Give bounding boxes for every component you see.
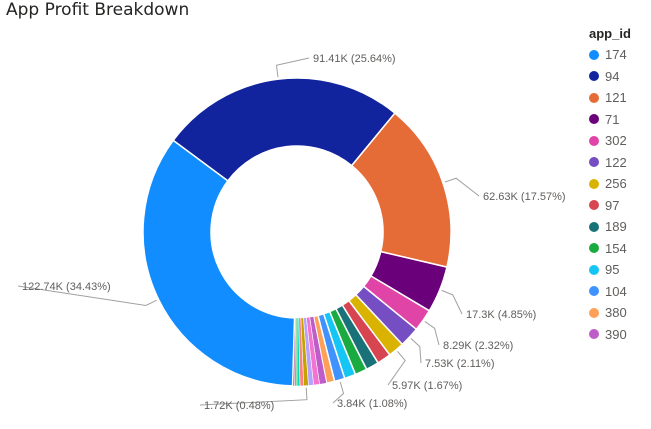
leader-line-15 bbox=[199, 387, 308, 406]
legend-label: 97 bbox=[605, 197, 620, 213]
data-label-71: 17.3K (4.85%) bbox=[466, 309, 536, 321]
data-label-302: 8.29K (2.32%) bbox=[443, 340, 513, 352]
legend-label: 95 bbox=[605, 262, 620, 278]
legend-swatch bbox=[589, 307, 599, 318]
legend-swatch bbox=[589, 49, 599, 60]
donut-chart[interactable]: 91.41K (25.64%) 62.63K (17.57%) 17.3K (4.8… bbox=[0, 0, 580, 429]
legend: app_id 174 94 121 71 302 122 256 97 189 154 95 104 3… bbox=[583, 24, 651, 345]
leader-line-256 bbox=[387, 351, 406, 386]
legend-swatch bbox=[589, 92, 599, 103]
legend-label: 154 bbox=[605, 240, 627, 256]
legend-item-189[interactable]: 189 bbox=[583, 216, 651, 238]
legend-swatch bbox=[589, 157, 599, 168]
data-label-121: 62.63K (17.57%) bbox=[483, 191, 566, 203]
legend-label: 122 bbox=[605, 154, 627, 170]
legend-swatch bbox=[589, 286, 599, 297]
legend-label: 256 bbox=[605, 176, 627, 192]
data-label-104: 3.84K (1.08%) bbox=[337, 398, 407, 410]
data-label-256: 5.97K (1.67%) bbox=[392, 380, 462, 392]
legend-item-94[interactable]: 94 bbox=[583, 66, 651, 88]
legend-label: 390 bbox=[605, 326, 627, 342]
legend-item-95[interactable]: 95 bbox=[583, 259, 651, 281]
legend-item-121[interactable]: 121 bbox=[583, 87, 651, 109]
data-label-15: 1.72K (0.48%) bbox=[204, 400, 274, 412]
legend-label: 121 bbox=[605, 90, 627, 106]
legend-label: 380 bbox=[605, 305, 627, 321]
legend-label: 94 bbox=[605, 68, 620, 84]
legend-swatch bbox=[589, 200, 599, 211]
leader-line-121 bbox=[444, 177, 480, 197]
legend-label: 104 bbox=[605, 283, 627, 299]
leader-line-71 bbox=[441, 289, 463, 315]
legend-item-97[interactable]: 97 bbox=[583, 195, 651, 217]
data-label-122: 7.53K (2.11%) bbox=[425, 358, 495, 370]
legend-label: 302 bbox=[605, 133, 627, 149]
legend-item-104[interactable]: 104 bbox=[583, 281, 651, 303]
legend-swatch bbox=[589, 178, 599, 189]
leader-line-174 bbox=[17, 285, 157, 306]
leader-line-302 bbox=[424, 321, 440, 346]
legend-item-256[interactable]: 256 bbox=[583, 173, 651, 195]
legend-label: 174 bbox=[605, 47, 627, 63]
legend-swatch bbox=[589, 329, 599, 340]
leader-line-94 bbox=[275, 57, 310, 78]
data-label-174: 122.74K (34.43%) bbox=[22, 281, 111, 293]
leader-line-122 bbox=[410, 338, 422, 364]
chart-title: App Profit Breakdown bbox=[6, 0, 190, 20]
leader-line-104 bbox=[332, 381, 345, 404]
legend-swatch bbox=[589, 71, 599, 82]
legend-swatch bbox=[589, 221, 599, 232]
data-label-94: 91.41K (25.64%) bbox=[313, 53, 396, 65]
legend-label: 189 bbox=[605, 219, 627, 235]
legend-item-174[interactable]: 174 bbox=[583, 44, 651, 66]
legend-title: app_id bbox=[589, 26, 631, 41]
legend-item-122[interactable]: 122 bbox=[583, 152, 651, 174]
legend-item-154[interactable]: 154 bbox=[583, 238, 651, 260]
legend-item-380[interactable]: 380 bbox=[583, 302, 651, 324]
legend-swatch bbox=[589, 264, 599, 275]
legend-label: 71 bbox=[605, 111, 620, 127]
legend-item-390[interactable]: 390 bbox=[583, 324, 651, 346]
donut-slice-94[interactable] bbox=[172, 77, 396, 182]
legend-swatch bbox=[589, 135, 599, 146]
legend-swatch bbox=[589, 114, 599, 125]
legend-item-71[interactable]: 71 bbox=[583, 109, 651, 131]
legend-swatch bbox=[589, 243, 599, 254]
donut-slice-174[interactable] bbox=[142, 139, 296, 387]
legend-item-302[interactable]: 302 bbox=[583, 130, 651, 152]
